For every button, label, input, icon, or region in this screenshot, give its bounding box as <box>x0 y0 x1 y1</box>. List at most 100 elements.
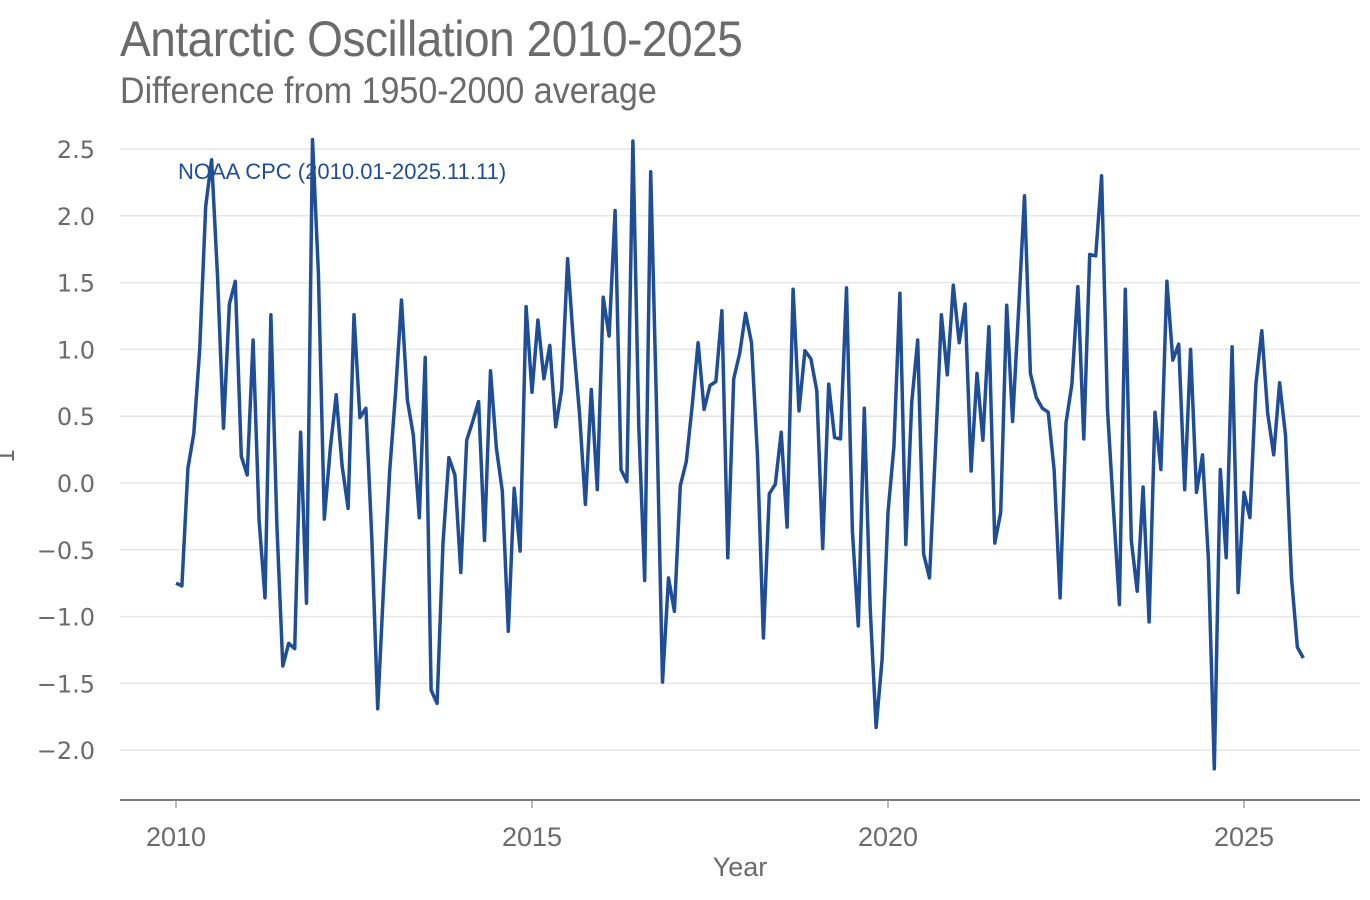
data-point <box>566 257 569 260</box>
data-point <box>394 392 397 395</box>
data-point <box>940 313 943 316</box>
data-point <box>780 431 783 434</box>
data-point <box>881 658 884 661</box>
data-point <box>916 339 919 342</box>
data-point <box>329 447 332 450</box>
data-point <box>1207 558 1210 561</box>
data-point <box>1148 620 1151 623</box>
data-point <box>560 388 563 391</box>
data-point <box>1195 491 1198 494</box>
data-point <box>952 284 955 287</box>
data-point <box>631 139 634 142</box>
data-point <box>637 425 640 428</box>
data-point <box>353 313 356 316</box>
y-tick-label: 0.0 <box>57 470 95 498</box>
data-point <box>608 335 611 338</box>
data-point <box>679 484 682 487</box>
data-point <box>347 507 350 510</box>
data-point <box>1088 253 1091 256</box>
data-point <box>661 681 664 684</box>
x-tick-label: 2020 <box>858 822 918 852</box>
data-point <box>833 436 836 439</box>
data-point <box>887 511 890 514</box>
data-point <box>1219 468 1222 471</box>
data-point <box>1065 421 1068 424</box>
data-point <box>1094 254 1097 257</box>
data-point <box>1231 345 1234 348</box>
data-point <box>798 409 801 412</box>
data-point <box>341 464 344 467</box>
data-point <box>1023 194 1026 197</box>
data-point <box>501 490 504 493</box>
data-point <box>388 471 391 474</box>
data-point <box>1237 591 1240 594</box>
data-point <box>596 488 599 491</box>
data-point <box>922 552 925 555</box>
data-point <box>192 432 195 435</box>
data-point <box>453 473 456 476</box>
data-point <box>744 312 747 315</box>
y-axis-label: 1 <box>0 448 20 463</box>
data-point <box>875 726 878 729</box>
data-point <box>548 344 551 347</box>
data-point <box>703 408 706 411</box>
data-point <box>1159 468 1162 471</box>
data-point <box>578 412 581 415</box>
data-point <box>1136 590 1139 593</box>
y-tick-label: 1.5 <box>57 270 95 298</box>
data-point <box>1213 767 1216 770</box>
data-point <box>382 583 385 586</box>
chart-title: Antarctic Oscillation 2010-2025 <box>120 11 743 67</box>
data-point <box>732 377 735 380</box>
data-point <box>483 539 486 542</box>
data-point <box>928 576 931 579</box>
data-point <box>1177 343 1180 346</box>
data-point <box>1284 433 1287 436</box>
data-point <box>1254 383 1257 386</box>
data-point <box>1017 310 1020 313</box>
x-tick-label: 2025 <box>1214 822 1274 852</box>
series-line <box>175 137 1305 771</box>
data-point <box>293 647 296 650</box>
data-point <box>620 468 623 471</box>
data-point <box>358 416 361 419</box>
data-point <box>258 519 261 522</box>
data-point <box>898 292 901 295</box>
data-point <box>1011 420 1014 423</box>
data-point <box>946 373 949 376</box>
data-point <box>240 455 243 458</box>
data-point <box>1053 468 1056 471</box>
data-point <box>1100 174 1103 177</box>
data-point <box>750 341 753 344</box>
data-point <box>934 447 937 450</box>
x-tick-label: 2010 <box>146 822 206 852</box>
data-point <box>726 556 729 559</box>
data-point <box>1118 603 1121 606</box>
data-point <box>756 455 759 458</box>
data-point <box>590 388 593 391</box>
data-point <box>400 298 403 301</box>
data-point <box>305 602 308 605</box>
data-point <box>186 467 189 470</box>
data-point <box>981 439 984 442</box>
data-point <box>904 543 907 546</box>
data-point <box>513 487 516 490</box>
data-point <box>269 313 272 316</box>
data-point <box>216 274 219 277</box>
data-point <box>1106 408 1109 411</box>
data-point <box>477 400 480 403</box>
data-point <box>970 469 973 472</box>
data-point <box>667 576 670 579</box>
chart-subtitle: Difference from 1950-2000 average <box>120 70 657 111</box>
data-point <box>1112 508 1115 511</box>
data-point <box>839 437 842 440</box>
data-point <box>1082 437 1085 440</box>
data-point <box>1165 280 1168 283</box>
data-point <box>412 433 415 436</box>
y-tick-label: −1.0 <box>37 604 95 632</box>
data-point <box>584 503 587 506</box>
data-point <box>1154 411 1157 414</box>
data-point <box>264 596 267 599</box>
data-point <box>1124 288 1127 291</box>
